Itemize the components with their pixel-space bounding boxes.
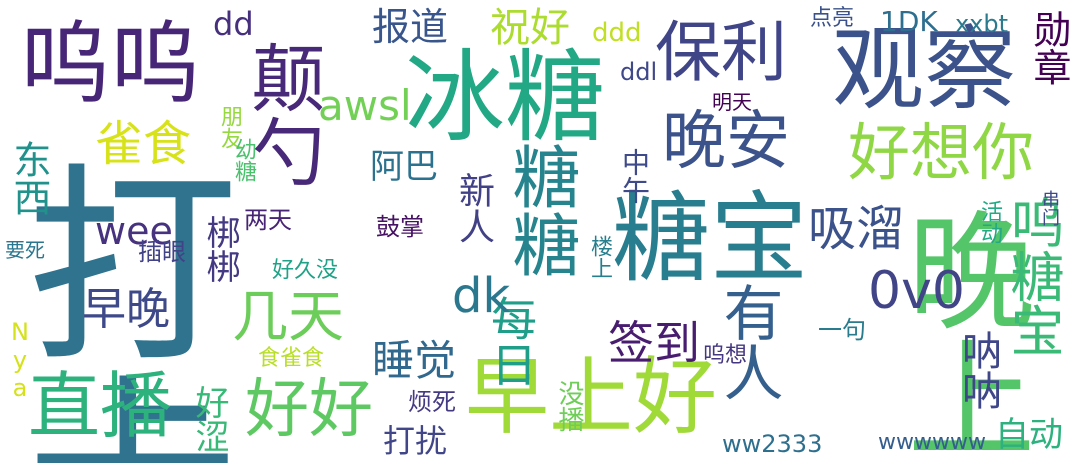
word-tangtang: 糖糖 xyxy=(500,142,579,278)
word-zidong: 自动 xyxy=(995,415,1063,455)
word-ddd: ddd xyxy=(592,18,642,48)
word-wuxiang: 呜想 xyxy=(703,343,748,368)
word-jitian: 几天 xyxy=(232,285,344,350)
word-wanan: 晚安 xyxy=(662,105,790,179)
word-ww2333: ww2333 xyxy=(722,430,823,458)
word-zaowan: 早晚 xyxy=(82,284,170,335)
word-haohao: 好好 xyxy=(245,373,373,447)
word-fansi: 烦死 xyxy=(408,388,456,416)
word-dongxi: 东西 xyxy=(7,140,51,216)
word-guzhang: 鼓掌 xyxy=(376,213,424,241)
word-xinren: 新人 xyxy=(453,172,494,244)
word-0v0: 0v0 xyxy=(868,261,965,321)
word-zhibo: 直播 xyxy=(28,364,173,448)
word-tangbao: 糖宝 xyxy=(612,182,809,296)
word-youren: 有人 xyxy=(713,282,783,402)
word-baoli: 保利 xyxy=(655,14,787,91)
word-zhongwu: 中午 xyxy=(618,148,651,204)
word-haojiumei: 好久没 xyxy=(272,258,339,283)
word-bingtang: 冰糖 xyxy=(405,39,605,156)
word-shuijiao: 睡觉 xyxy=(372,336,457,385)
word-qiandao: 签到 xyxy=(608,316,700,370)
word-nana: 呐呐 xyxy=(955,330,1001,410)
word-meiri: 每日 xyxy=(484,295,538,387)
word-pengyou: 朋友 xyxy=(217,105,242,149)
word-haoxiangni: 好想你 xyxy=(848,116,1035,189)
word-ddl: ddl xyxy=(620,58,658,86)
word-wutangbao: 呜糖宝 xyxy=(1001,195,1064,357)
word-nya: Nya xyxy=(6,318,34,402)
word-haose: 好涩 xyxy=(189,385,229,453)
word-mingtian: 明天 xyxy=(712,90,752,114)
word-zhuhao: 祝好 xyxy=(490,5,570,51)
word-xxbt: xxbt xyxy=(955,10,1009,38)
word-chayan: 插眼 xyxy=(138,238,186,266)
word-dk: dk xyxy=(452,268,511,324)
word-shiqueshi: 食雀食 xyxy=(258,346,325,371)
word-queshi: 雀食 xyxy=(95,116,192,172)
word-guancha: 观察 xyxy=(832,16,1017,123)
word-zaoshanghao: 早上好 xyxy=(465,348,718,446)
word-youtang: 幼糖 xyxy=(231,138,256,182)
word-darao: 打扰 xyxy=(383,422,448,460)
word-bangbang: 梆梆 xyxy=(200,215,240,283)
word-yaosi: 要死 xyxy=(5,238,45,262)
word-1dk: 1DK xyxy=(880,5,938,38)
word-loushang: 楼上 xyxy=(587,235,612,279)
word-wwwwww: wwwwww xyxy=(878,430,986,455)
word-dd: dd xyxy=(213,5,254,43)
word-dianliang: 点亮 xyxy=(810,6,855,31)
word-xunzhang: 勋章 xyxy=(1027,10,1071,86)
word-wee: wee xyxy=(95,209,173,253)
word-yiju: 一句 xyxy=(818,316,866,344)
word-aba: 阿巴 xyxy=(370,147,438,187)
word-wuwu: 呜呜 xyxy=(20,12,200,117)
word-baodao: 报道 xyxy=(372,5,449,49)
word-liangtian: 两天 xyxy=(244,206,292,234)
word-awsl: awsl xyxy=(318,81,412,130)
word-xiliu: 吸溜 xyxy=(808,201,905,257)
word-daka: 打卡 xyxy=(0,155,238,463)
word-huodong: 活动 xyxy=(977,200,1002,244)
word-meibo: 没播 xyxy=(554,380,584,432)
word-wanshang: 晚上 xyxy=(885,205,1034,461)
word-chuanmen: 串门 xyxy=(1039,190,1060,226)
word-dianshao: 颠勺 xyxy=(239,40,325,188)
